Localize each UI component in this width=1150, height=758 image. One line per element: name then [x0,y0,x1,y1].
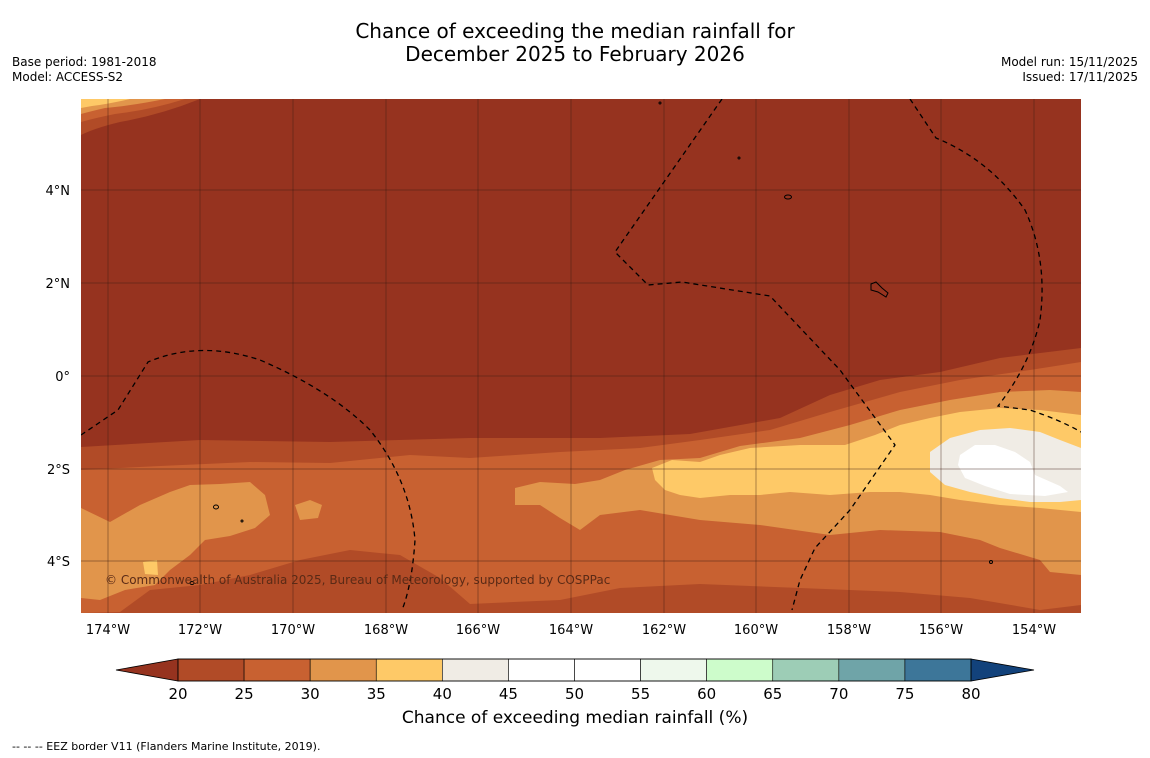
base-period-text: Base period: 1981-2018 [12,55,157,69]
lon-label-170w: 170°W [271,623,315,638]
colorbar-segment-50-55 [574,658,641,682]
eez-borders [81,99,1081,611]
lon-label-168w: 168°W [364,623,408,638]
colorbar-extend-low [115,658,179,682]
island-4 [189,581,195,585]
issued-text: Issued: 17/11/2025 [1022,70,1138,84]
band-30-35-patch [295,500,322,520]
band-35-40-topleft [81,99,130,108]
colorbar-tick-50: 50 [565,685,584,703]
island-5 [737,156,741,160]
rainfall-field [81,99,1081,613]
island-6 [658,101,662,105]
eez-border-east [909,99,1081,433]
lat-label-2s: 2°S [47,463,70,478]
band-30-35-west [81,482,270,600]
colorbar-tick-65: 65 [763,685,782,703]
colorbar-extend-high [970,658,1035,682]
colorbar-tick-40: 40 [433,685,452,703]
colorbar-segment-55-60 [640,658,707,682]
lon-label-166w: 166°W [456,623,500,638]
lon-label-154w: 154°W [1012,623,1056,638]
lat-labels: 4°N 2°N 0° 2°S 4°S [46,184,71,570]
colorbar-segment-20-25 [177,658,245,682]
colorbar-label: Chance of exceeding median rainfall (%) [401,708,749,728]
colorbar-tick-75: 75 [895,685,914,703]
colorbar-tick-60: 60 [697,685,716,703]
island-3 [213,504,219,510]
lon-label-156w: 156°W [919,623,963,638]
lon-label-160w: 160°W [734,623,778,638]
colorbar-tick-labels: 20 25 30 35 40 45 50 55 60 65 70 75 80 [168,685,980,703]
islands [189,101,993,585]
island-2 [870,281,889,298]
colorbar-segment-35-40 [375,658,443,682]
model-run-text: Model run: 15/11/2025 [1000,55,1138,69]
colorbar-segments [177,658,972,682]
map-title-line-1: Chance of exceeding the median rainfall … [355,19,795,43]
eez-footnote: -- -- -- EEZ border V11 (Flanders Marine… [12,740,321,753]
model-text: Model: ACCESS-S2 [12,70,124,84]
lat-label-0: 0° [55,370,70,385]
meta-left: Base period: 1981-2018 Model: ACCESS-S2 [12,55,157,85]
lat-label-4n: 4°N [46,184,71,199]
colorbar: 20 25 30 35 40 45 50 55 60 65 70 75 80 [115,658,1035,703]
colorbar-segment-40-45 [442,658,509,682]
colorbar-tick-55: 55 [631,685,650,703]
eez-border-west [81,349,416,611]
lon-label-174w: 174°W [86,623,130,638]
colorbar-segment-45-50 [508,658,575,682]
lon-labels: 174°W 172°W 170°W 168°W 166°W 164°W 162°… [86,623,1056,638]
eez-border-central [614,99,896,611]
map-title-line-2: December 2025 to February 2026 [405,42,745,66]
lon-label-164w: 164°W [549,623,593,638]
colorbar-tick-70: 70 [829,685,848,703]
island-7 [989,560,993,564]
colorbar-tick-20: 20 [168,685,187,703]
band-35-40-patch [143,560,158,575]
lat-label-2n: 2°N [46,277,71,292]
colorbar-segment-30-35 [309,658,377,682]
lon-label-172w: 172°W [178,623,222,638]
colorbar-segment-75-80 [904,658,972,682]
colorbar-tick-25: 25 [235,685,254,703]
colorbar-tick-80: 80 [961,685,980,703]
graticule [81,99,1081,613]
lon-label-158w: 158°W [827,623,871,638]
colorbar-segment-65-70 [772,658,840,682]
colorbar-segment-60-65 [706,658,774,682]
band-45-55 [958,445,1068,496]
copyright-notice: © Commonwealth of Australia 2025, Bureau… [105,573,610,587]
meta-right: Model run: 15/11/2025 Issued: 17/11/2025 [1001,55,1138,85]
island-1 [784,194,792,200]
colorbar-frame [177,658,972,682]
colorbar-tick-45: 45 [499,685,518,703]
colorbar-segment-70-75 [838,658,906,682]
colorbar-tick-35: 35 [367,685,386,703]
lon-label-162w: 162°W [642,623,686,638]
colorbar-segment-25-30 [243,658,311,682]
colorbar-tick-30: 30 [301,685,320,703]
island-8 [240,519,244,523]
lat-label-4s: 4°S [47,555,70,570]
